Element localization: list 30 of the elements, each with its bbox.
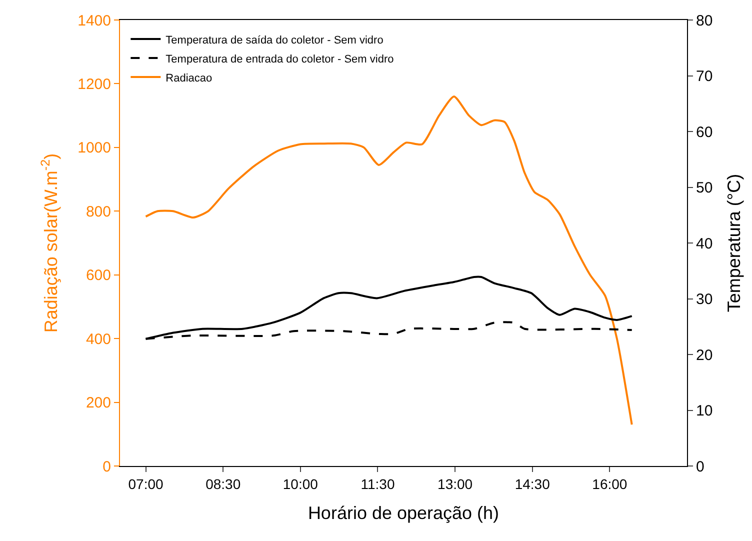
- x-tick-label: 13:00: [438, 476, 473, 492]
- x-tick-label: 14:30: [514, 476, 550, 492]
- x-axis-title: Horário de operação (h): [308, 502, 500, 523]
- legend-label: Temperatura de entrada do coletor - Sem vidro: [166, 53, 394, 66]
- y-tick-label: 1200: [78, 76, 111, 93]
- y2-tick-label: 80: [696, 12, 713, 30]
- y2-tick-label: 50: [696, 180, 713, 196]
- y-tick-label: 400: [86, 330, 111, 348]
- y2-tick-label: 10: [696, 402, 713, 420]
- legend-label: Radiacao: [166, 72, 212, 84]
- x-tick-label: 08:30: [206, 476, 241, 492]
- y-tick-label: 0: [102, 458, 111, 476]
- y2-axis-title: Temperatura (°C): [724, 174, 744, 312]
- y-tick-label: 1400: [78, 12, 111, 30]
- y2-tick-label: 40: [696, 235, 713, 252]
- legend-label: Temperatura de saída do coletor - Sem vidro: [166, 34, 384, 46]
- y-tick-label: 600: [86, 267, 111, 284]
- y-tick-label: 1000: [78, 140, 111, 157]
- x-tick-label: 07:00: [128, 476, 164, 492]
- y2-tick-label: 60: [696, 124, 713, 141]
- x-tick-label: 16:00: [592, 476, 628, 492]
- x-tick-label: 10:00: [282, 476, 318, 492]
- y2-tick-label: 70: [696, 68, 713, 85]
- y-tick-label: 800: [86, 203, 111, 220]
- line-series: [144, 95, 633, 426]
- y-tick-label: 200: [86, 394, 111, 412]
- x-tick-label: 11:30: [360, 476, 395, 492]
- y2-tick-label: 0: [696, 458, 704, 476]
- y2-tick-label: 30: [696, 291, 713, 308]
- y2-tick-label: 20: [696, 346, 713, 364]
